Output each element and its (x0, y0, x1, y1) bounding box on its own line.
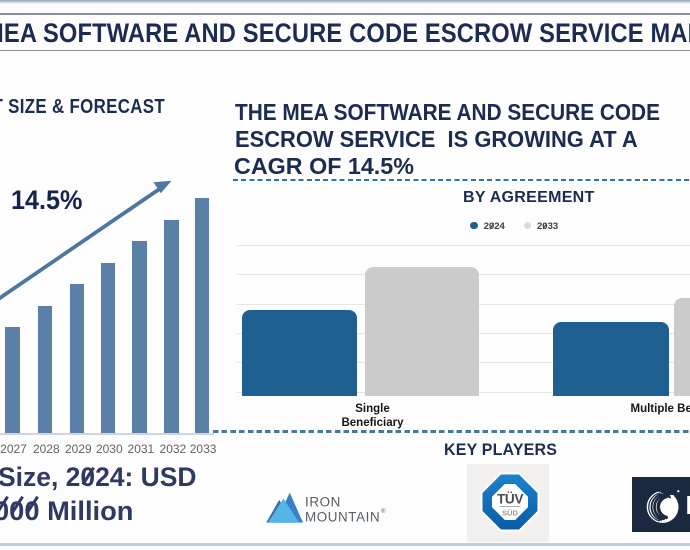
svg-text:TÜV: TÜV (497, 492, 523, 507)
svg-text:SÜD: SÜD (502, 509, 519, 518)
svg-text:®: ® (381, 508, 386, 515)
svg-text:MOUNTAIN: MOUNTAIN (305, 510, 380, 525)
svg-text:IRON: IRON (305, 495, 341, 510)
